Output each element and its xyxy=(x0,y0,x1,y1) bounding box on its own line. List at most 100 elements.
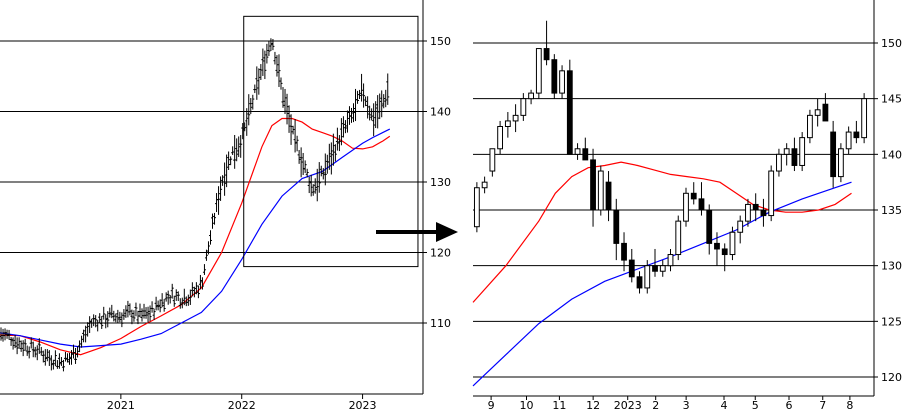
overview-ohlc-bar xyxy=(84,325,88,343)
overview-ohlc-bar xyxy=(255,66,259,100)
candlestick xyxy=(729,226,736,261)
overview-ohlc-bar xyxy=(188,289,192,305)
overview-y-tick-labels: 110 120 130 140 150 xyxy=(423,35,451,330)
overview-ohlc-bar xyxy=(251,94,255,110)
overview-ohlc-bar xyxy=(57,353,61,369)
candlestick xyxy=(683,187,689,227)
overview-ohlc-bar xyxy=(130,309,134,325)
overview-ohlc-bar xyxy=(102,306,106,320)
overview-ohlc-bar xyxy=(198,274,202,290)
overview-ohlc-bar xyxy=(63,351,67,362)
overview-ohlc-bar xyxy=(15,337,19,355)
overview-ohlc-bar xyxy=(223,162,227,196)
overview-ohlc-bar xyxy=(321,168,325,180)
overview-ohlc-bar xyxy=(237,136,241,157)
zoomed-y-tick-label: 150 xyxy=(881,37,902,50)
overview-ohlc-bar xyxy=(384,89,388,108)
zoomed-x-tick-label: 8 xyxy=(846,399,853,412)
zoomed-x-tick-label: 5 xyxy=(752,399,759,412)
overview-ohlc-bar xyxy=(154,296,158,311)
candlestick xyxy=(837,143,844,183)
overview-ohlc-bar xyxy=(269,38,273,51)
overview-ohlc-bar xyxy=(364,96,368,107)
overview-ohlc-bar xyxy=(152,308,156,321)
overview-y-tick-label: 140 xyxy=(430,106,451,119)
candlestick xyxy=(760,198,767,227)
overview-ohlc-bar xyxy=(325,154,329,174)
overview-ohlc-bar xyxy=(295,135,299,152)
overview-ohlc-bar xyxy=(257,68,261,95)
overview-ohlc-bar xyxy=(281,87,285,108)
overview-ohlc-bar xyxy=(180,297,184,309)
overview-ohlc-bar xyxy=(98,313,102,323)
candlestick xyxy=(489,148,496,177)
overview-ohlc-bar xyxy=(23,338,27,351)
overview-ohlc-bar xyxy=(271,39,275,51)
candlestick xyxy=(504,112,511,138)
overview-ohlc-bar xyxy=(386,73,390,105)
zoomed-y-tick-labels: 120 125 130 135 140 145 150 xyxy=(874,37,902,384)
overview-ohlc-bar xyxy=(343,120,347,134)
candlestick xyxy=(776,148,782,177)
overview-ohlc-bar xyxy=(202,264,206,275)
overview-ohlc-bar xyxy=(349,107,353,123)
overview-ohlc-bar xyxy=(162,299,166,312)
overview-ohlc-bar xyxy=(166,290,170,305)
overview-ohlc-bar xyxy=(106,311,110,328)
overview-ohlc-bar xyxy=(194,282,198,295)
overview-ohlc-bar xyxy=(204,249,208,261)
overview-ohlc-bar xyxy=(247,94,251,126)
candlestick xyxy=(845,126,852,155)
overview-x-tick-labels: 2021 2022 2023 xyxy=(107,394,377,412)
candlestick xyxy=(714,232,720,266)
overview-ohlc-bar xyxy=(265,43,269,64)
overview-ohlc-bar xyxy=(47,350,51,366)
overview-ohlc-bar xyxy=(273,51,277,65)
overview-ohlc-bar xyxy=(217,186,221,215)
overview-ohlc-bar xyxy=(215,193,219,213)
candlestick xyxy=(861,93,868,144)
overview-ohlc-bar xyxy=(140,308,144,322)
candlestick xyxy=(783,143,790,166)
overview-y-tick-label: 120 xyxy=(430,247,451,260)
overview-ohlc-bar xyxy=(41,350,45,363)
overview-ohlc-bar xyxy=(72,344,76,359)
overview-ohlc-bar xyxy=(235,138,239,162)
zoomed-x-tick-label: 12 xyxy=(586,399,600,412)
overview-ohlc-bar xyxy=(219,176,223,201)
zoomed-x-tick-label: 3 xyxy=(683,399,690,412)
candlestick xyxy=(721,243,728,272)
overview-ohlc-bar xyxy=(88,316,92,334)
overview-y-tick-label: 110 xyxy=(430,317,451,330)
overview-x-tick-label: 2022 xyxy=(228,399,256,412)
overview-ohlc-bar xyxy=(136,310,140,325)
overview-ohlc-bar xyxy=(19,340,23,352)
overview-ohlc-bar xyxy=(267,41,271,56)
candlestick xyxy=(597,165,604,216)
candlestick xyxy=(830,120,837,188)
overview-ohlc-bar xyxy=(227,151,231,171)
overview-ohlc-bar xyxy=(82,329,86,343)
overview-ohlc-bar xyxy=(345,110,349,133)
overview-ohlc-bar xyxy=(150,301,154,313)
overview-ohlc-bar xyxy=(168,295,172,304)
overview-ohlc-bar xyxy=(301,152,305,176)
overview-ohlc-bar xyxy=(293,119,297,153)
overview-ohlc-bar xyxy=(380,90,384,118)
overview-ohlc-bar xyxy=(211,213,215,229)
overview-ohlc-bar xyxy=(53,350,57,367)
overview-ohlc-bar xyxy=(225,154,229,188)
overview-ohlc-bar xyxy=(263,50,267,80)
overview-ohlc-bar xyxy=(120,312,124,328)
overview-ohlc-bar xyxy=(49,355,53,371)
zoomed-y-tick-label: 130 xyxy=(881,260,902,273)
overview-ohlc-bar xyxy=(352,103,356,123)
candlestick xyxy=(520,93,527,121)
overview-red-moving-average xyxy=(0,117,391,356)
overview-ohlc-bar xyxy=(126,300,130,318)
overview-ohlc-bar xyxy=(156,300,160,311)
overview-ohlc-bar xyxy=(35,345,39,361)
overview-ohlc-bar xyxy=(213,212,217,225)
overview-ohlc-bar xyxy=(17,337,21,349)
overview-ohlc-bar xyxy=(261,48,265,76)
